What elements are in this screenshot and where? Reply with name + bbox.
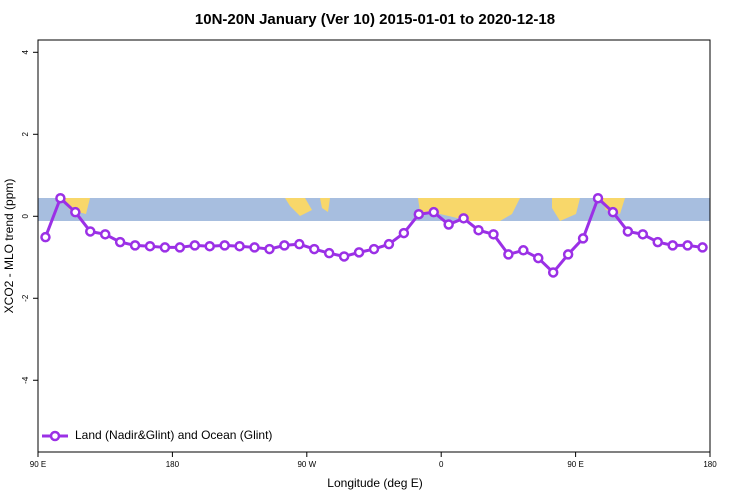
- point: [443, 219, 454, 230]
- point: [159, 242, 171, 253]
- point: [428, 206, 439, 218]
- point: [144, 240, 156, 252]
- point: [309, 243, 320, 255]
- point: [577, 233, 589, 244]
- point: [204, 240, 215, 252]
- point: [458, 213, 469, 224]
- point: [637, 229, 649, 240]
- x-axis-label: Longitude (deg E): [327, 476, 422, 490]
- point: [40, 231, 51, 243]
- point: [473, 224, 484, 236]
- point: [547, 267, 559, 278]
- map-strip: [38, 198, 710, 221]
- point: [234, 240, 245, 252]
- legend-label: Land (Nadir&Glint) and Ocean (Glint): [75, 428, 272, 442]
- point: [294, 238, 305, 250]
- y-tick-label: 4: [21, 50, 30, 55]
- point: [189, 240, 201, 251]
- x-tick-label: 90 E: [567, 460, 583, 469]
- legend: Land (Nadir&Glint) and Ocean (Glint): [42, 428, 272, 442]
- point: [652, 236, 663, 248]
- point: [697, 242, 708, 253]
- point: [368, 243, 380, 255]
- point: [338, 251, 350, 262]
- legend-marker: [49, 430, 61, 442]
- point: [607, 206, 619, 218]
- point: [488, 229, 499, 240]
- point: [682, 240, 693, 251]
- point: [129, 240, 141, 251]
- point: [249, 242, 260, 253]
- y-tick-label: 0: [21, 214, 30, 219]
- y-tick-label: -4: [21, 376, 30, 384]
- y-tick-label: -2: [21, 294, 30, 302]
- point: [114, 236, 126, 248]
- point: [562, 249, 574, 260]
- point: [353, 247, 365, 258]
- point: [264, 243, 275, 255]
- x-tick-label: 180: [166, 460, 180, 469]
- point: [398, 227, 410, 239]
- point: [533, 252, 544, 264]
- x-tick-label: 90 W: [297, 460, 316, 469]
- point: [667, 240, 678, 251]
- x-tick-label: 90 E: [30, 460, 46, 469]
- point: [323, 247, 335, 259]
- point: [55, 192, 66, 204]
- chart-title: 10N-20N January (Ver 10) 2015-01-01 to 2…: [195, 11, 555, 28]
- point: [99, 229, 111, 240]
- y-axis-label: XCO2 - MLO trend (ppm): [2, 179, 16, 314]
- y-tick-label: 2: [21, 132, 30, 137]
- point: [518, 245, 529, 256]
- point: [279, 240, 290, 251]
- point: [503, 249, 514, 260]
- point: [219, 240, 230, 251]
- point: [383, 238, 395, 250]
- point: [70, 206, 81, 218]
- point: [622, 226, 634, 237]
- point: [592, 192, 604, 204]
- x-tick-label: 0: [439, 460, 444, 469]
- x-tick-label: 180: [703, 460, 717, 469]
- point: [174, 242, 186, 253]
- point: [85, 226, 96, 237]
- plot-frame: [37, 39, 711, 453]
- point: [413, 208, 425, 220]
